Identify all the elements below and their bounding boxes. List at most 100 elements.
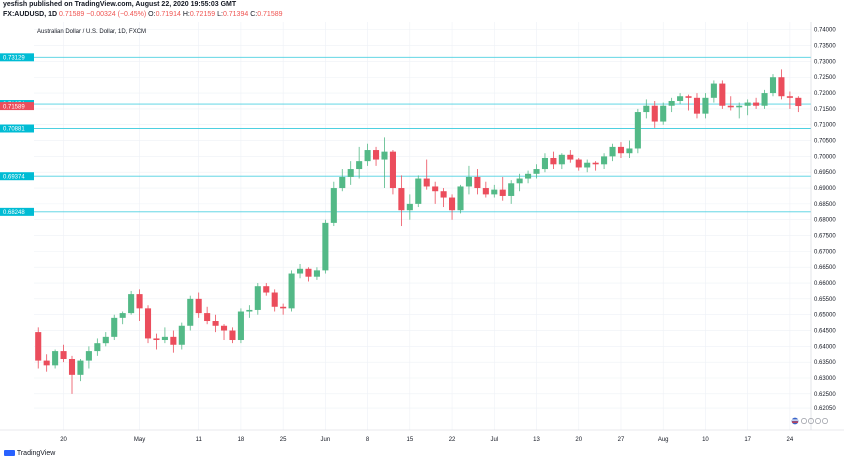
candle-54[interactable] [491, 184, 498, 198]
candle-7[interactable] [94, 338, 101, 356]
candle-78[interactable] [693, 93, 701, 119]
candle-71[interactable] [634, 108, 641, 154]
candle-36[interactable] [339, 169, 346, 192]
candle-57[interactable] [516, 173, 523, 192]
candle-31[interactable] [296, 264, 304, 279]
candle-64[interactable] [575, 157, 582, 171]
candle-24[interactable] [237, 308, 244, 344]
candle-45[interactable] [415, 175, 422, 208]
price-axis[interactable]: 0.62050 0.62500 0.63000 0.63500 0.64000 0.645… [814, 28, 836, 412]
candle-67[interactable] [601, 153, 608, 170]
candle-50[interactable] [457, 184, 464, 214]
candle-11[interactable] [128, 290, 135, 315]
candle-22[interactable] [220, 324, 228, 341]
candle-47[interactable] [432, 181, 439, 204]
x-tick-label-13: Aug [658, 437, 669, 443]
candle-60[interactable] [541, 153, 549, 173]
candle-1[interactable] [43, 354, 50, 372]
candle-16[interactable] [170, 330, 177, 353]
candle-81[interactable] [719, 80, 726, 109]
candles[interactable] [35, 69, 802, 394]
candle-74[interactable] [660, 102, 667, 125]
candle-53[interactable] [482, 181, 489, 198]
candle-32[interactable] [305, 267, 312, 282]
candle-59[interactable] [533, 164, 540, 179]
candle-40[interactable] [373, 146, 380, 166]
candle-13[interactable] [144, 305, 152, 344]
candle-17[interactable] [178, 322, 185, 350]
candle-73[interactable] [651, 100, 658, 128]
time-axis[interactable]: 20 May 11 18 25 Jun 8 15 22 Jul 13 20 27 Aug 10 17 24 [60, 437, 794, 443]
candle-39[interactable] [364, 143, 371, 166]
candle-0[interactable] [35, 327, 42, 369]
candle-30[interactable] [288, 270, 295, 312]
candle-43[interactable] [398, 175, 405, 227]
candle-35[interactable] [330, 181, 337, 227]
candle-65[interactable] [584, 159, 591, 173]
candle-6[interactable] [85, 346, 92, 369]
candle-55[interactable] [499, 176, 506, 201]
candle-2[interactable] [52, 349, 59, 369]
candle-69[interactable] [617, 142, 625, 158]
candle-3[interactable] [60, 344, 67, 363]
candle-90[interactable] [795, 96, 802, 113]
candle-62[interactable] [558, 153, 565, 170]
candle-33[interactable] [313, 267, 320, 280]
candle-10[interactable] [119, 311, 126, 325]
candle-49[interactable] [449, 194, 456, 220]
candle-79[interactable] [702, 93, 709, 119]
candle-41[interactable] [381, 137, 388, 189]
candle-75[interactable] [668, 97, 675, 113]
candle-66[interactable] [592, 161, 599, 171]
candle-44[interactable] [406, 194, 413, 220]
candle-52[interactable] [474, 169, 481, 195]
candle-20[interactable] [204, 306, 211, 325]
candle-86[interactable] [761, 89, 768, 109]
candle-61[interactable] [550, 151, 557, 170]
candle-4[interactable] [68, 355, 76, 394]
candle-83[interactable] [736, 102, 743, 119]
candle-77[interactable] [685, 94, 692, 111]
candle-68[interactable] [609, 143, 616, 162]
candle-14[interactable] [153, 333, 160, 350]
candle-70[interactable] [626, 140, 633, 158]
candle-37[interactable] [347, 161, 354, 185]
candle-85[interactable] [753, 97, 760, 109]
candle-26[interactable] [254, 283, 261, 315]
candle-19[interactable] [195, 292, 202, 318]
candle-28[interactable] [271, 289, 278, 312]
candle-34[interactable] [322, 219, 329, 274]
candle-27[interactable] [263, 283, 270, 296]
candle-38[interactable] [356, 146, 363, 179]
candle-56[interactable] [508, 180, 515, 204]
candle-12[interactable] [136, 289, 143, 322]
candle-88[interactable] [778, 69, 785, 100]
candle-58[interactable] [525, 170, 532, 184]
candle-9[interactable] [111, 314, 118, 341]
candle-23[interactable] [229, 327, 236, 344]
symbol-label[interactable]: FX:AUDUSD, 1D [3, 11, 58, 18]
candle-72[interactable] [643, 99, 650, 119]
candle-46[interactable] [423, 159, 430, 190]
tradingview-logo[interactable]: TradingView [4, 450, 55, 457]
candle-18[interactable] [187, 295, 194, 331]
candle-89[interactable] [786, 91, 793, 109]
chart-title: Australian Dollar / U.S. Dollar, 1D, FXC… [37, 29, 146, 35]
candle-82[interactable] [727, 96, 734, 111]
candle-80[interactable] [710, 80, 717, 103]
candle-51[interactable] [465, 165, 472, 195]
candle-21[interactable] [212, 314, 219, 333]
candle-63[interactable] [567, 150, 574, 163]
event-markers-icon[interactable] [801, 418, 828, 424]
candle-5[interactable] [77, 359, 84, 382]
candle-8[interactable] [102, 332, 109, 347]
candle-87[interactable] [769, 74, 777, 97]
candle-48[interactable] [440, 188, 447, 208]
candle-15[interactable] [161, 327, 168, 344]
candle-84[interactable] [744, 99, 751, 116]
candle-42[interactable] [389, 150, 396, 195]
candle-29[interactable] [280, 303, 287, 315]
candle-25[interactable] [246, 305, 253, 318]
candle-76[interactable] [677, 93, 684, 105]
